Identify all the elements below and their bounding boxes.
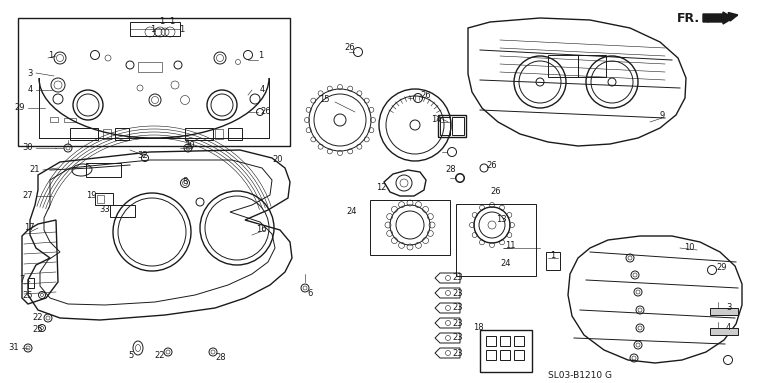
Bar <box>70 128 98 140</box>
Text: 26: 26 <box>344 44 355 52</box>
Text: 13: 13 <box>496 216 507 224</box>
Text: 22: 22 <box>32 314 43 322</box>
Text: 17: 17 <box>25 224 35 232</box>
Bar <box>546 252 560 270</box>
Text: 9: 9 <box>660 111 665 119</box>
Text: 1: 1 <box>550 250 555 260</box>
Bar <box>500 336 510 346</box>
Bar <box>710 308 738 315</box>
Bar <box>514 336 524 346</box>
Text: SL03-B1210 G: SL03-B1210 G <box>548 370 612 380</box>
Bar <box>95 193 113 205</box>
Text: 4: 4 <box>260 85 265 95</box>
Bar <box>548 55 578 77</box>
Bar <box>138 62 162 72</box>
Bar <box>215 129 223 139</box>
Text: 25: 25 <box>32 326 43 334</box>
Bar <box>130 22 180 36</box>
Text: 20: 20 <box>272 155 283 165</box>
Bar <box>500 350 510 360</box>
Bar <box>452 117 464 135</box>
Text: 10: 10 <box>684 244 695 252</box>
Text: 26: 26 <box>490 188 501 196</box>
Text: 24: 24 <box>346 208 357 216</box>
Bar <box>97 195 104 203</box>
Text: 28: 28 <box>445 165 456 175</box>
Text: 23: 23 <box>452 349 463 357</box>
Text: 1: 1 <box>180 26 184 34</box>
Text: 1: 1 <box>258 51 263 61</box>
Bar <box>228 128 242 140</box>
Text: 8: 8 <box>183 177 188 187</box>
Text: 23: 23 <box>452 303 463 313</box>
Bar <box>115 128 129 140</box>
Text: 12: 12 <box>376 183 387 193</box>
Bar <box>440 117 450 135</box>
Bar <box>486 350 496 360</box>
Text: 24: 24 <box>500 259 511 267</box>
Text: 6: 6 <box>307 288 313 298</box>
Text: 26: 26 <box>420 92 431 100</box>
Text: 1: 1 <box>160 18 164 26</box>
Bar <box>578 55 606 77</box>
Text: 23: 23 <box>452 319 463 327</box>
Bar <box>438 115 466 137</box>
Text: 31: 31 <box>8 344 19 352</box>
Text: 1: 1 <box>48 51 53 61</box>
Bar <box>370 200 450 255</box>
Bar <box>486 336 496 346</box>
Text: 26: 26 <box>486 160 497 170</box>
Text: 25: 25 <box>22 290 33 300</box>
Text: 16: 16 <box>256 226 266 234</box>
Text: 3: 3 <box>726 303 731 313</box>
Text: 23: 23 <box>452 272 463 282</box>
Text: 32: 32 <box>137 151 148 159</box>
Text: 29: 29 <box>716 264 727 272</box>
Text: 27: 27 <box>22 192 33 200</box>
Bar <box>514 350 524 360</box>
Bar <box>480 330 532 372</box>
Bar <box>103 129 111 139</box>
Bar <box>28 278 34 288</box>
Text: 7: 7 <box>20 275 25 285</box>
Text: 1: 1 <box>170 18 174 26</box>
Text: 4: 4 <box>28 85 33 95</box>
Bar <box>18 18 290 146</box>
Text: 29: 29 <box>15 103 25 113</box>
Text: 22: 22 <box>154 350 165 360</box>
Bar <box>110 205 135 217</box>
Bar <box>185 128 213 140</box>
Bar <box>64 118 76 122</box>
Text: 14: 14 <box>432 115 442 123</box>
Text: 23: 23 <box>452 334 463 342</box>
Bar <box>86 163 121 177</box>
Text: 4: 4 <box>726 324 731 332</box>
Text: 33: 33 <box>99 206 110 214</box>
Text: 21: 21 <box>29 165 40 175</box>
Bar <box>710 328 738 335</box>
Text: 30: 30 <box>184 141 195 149</box>
Text: 11: 11 <box>505 242 515 250</box>
Text: 30: 30 <box>22 144 33 152</box>
Text: 3: 3 <box>28 69 33 77</box>
Text: 23: 23 <box>452 288 463 298</box>
Text: 1: 1 <box>151 26 156 34</box>
Bar <box>456 204 536 276</box>
Text: 18: 18 <box>473 324 484 332</box>
Text: 5: 5 <box>129 350 134 360</box>
FancyArrow shape <box>703 12 733 24</box>
Text: 15: 15 <box>319 95 330 105</box>
Text: FR.: FR. <box>677 11 700 25</box>
Text: 19: 19 <box>87 192 97 200</box>
Text: 28: 28 <box>215 354 226 362</box>
Text: 26: 26 <box>260 108 270 116</box>
Bar <box>50 117 58 122</box>
